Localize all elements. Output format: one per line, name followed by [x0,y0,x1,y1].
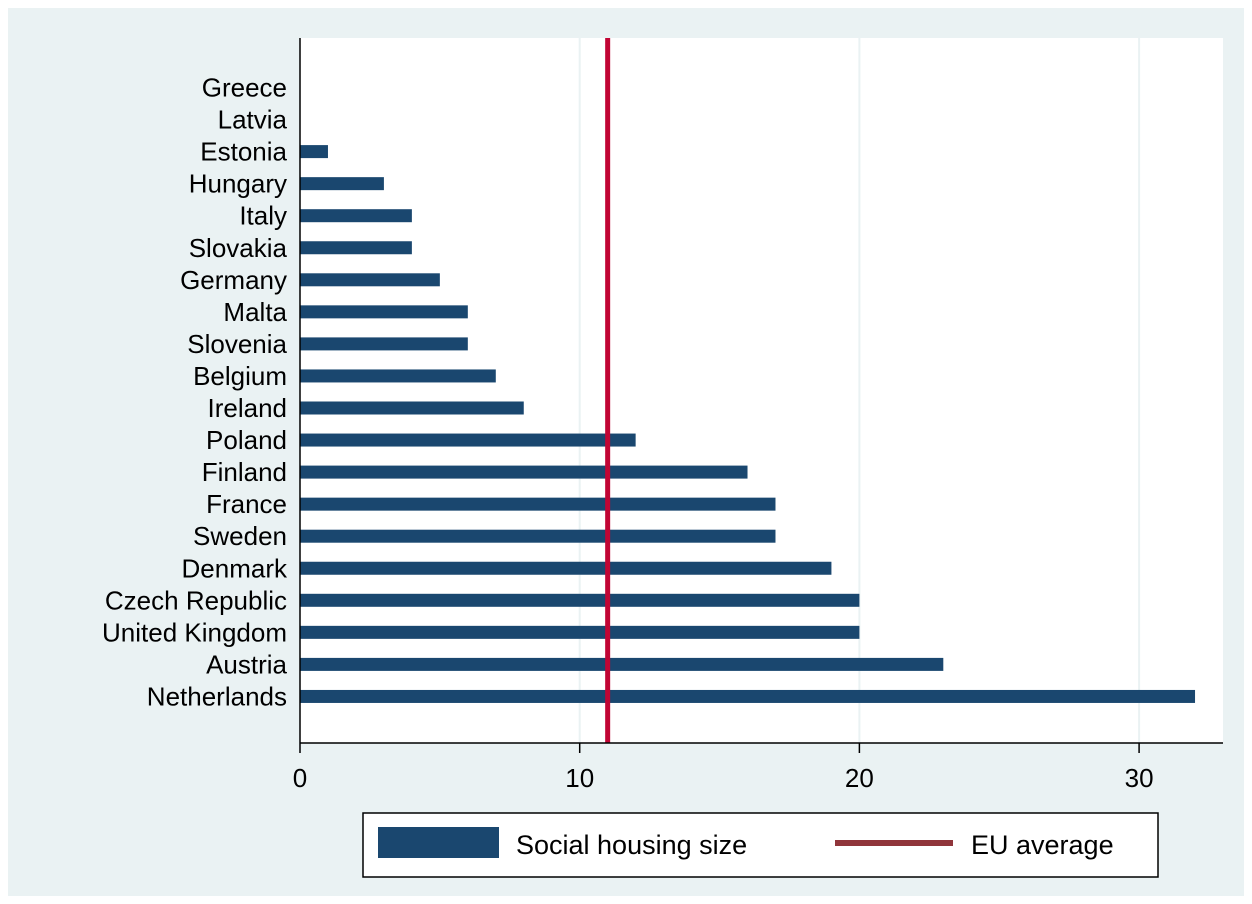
bars [300,145,1196,703]
bar [300,625,860,639]
category-label: Italy [239,201,287,231]
category-label: Netherlands [147,681,287,711]
category-label: Czech Republic [105,585,287,615]
bar [300,369,496,383]
bar [300,241,412,255]
plot-area [300,38,1223,743]
legend-swatch-social-housing [378,827,499,858]
bar [300,593,860,607]
category-label: Germany [180,265,287,295]
category-label: Poland [206,425,287,455]
category-label: Greece [202,73,287,103]
bar [300,177,384,191]
category-label: Slovakia [189,233,288,263]
category-label: Slovenia [187,329,287,359]
x-tick-label: 20 [845,763,874,793]
category-label: Hungary [189,169,287,199]
axes [299,38,1223,753]
gridlines [578,38,1141,743]
legend: Social housing size EU average [362,812,1159,878]
category-label: Austria [206,649,287,679]
category-label: Finland [202,457,287,487]
x-tick-label: 10 [565,763,594,793]
bar [300,433,636,447]
bar [300,401,524,415]
category-labels: GreeceLatviaEstoniaHungaryItalySlovakiaG… [102,73,288,712]
x-tick-label: 30 [1125,763,1154,793]
legend-label-eu-average: EU average [971,830,1114,860]
legend-label-social-housing: Social housing size [516,830,747,860]
bar [300,337,468,351]
bar [300,465,748,479]
bar [300,305,468,319]
bar [300,497,776,511]
category-label: United Kingdom [102,617,287,647]
bar [300,689,1196,703]
category-label: Latvia [218,105,288,135]
x-tick-labels: 0 10 20 30 [293,763,1154,793]
bar [300,209,412,223]
category-label: Malta [223,297,287,327]
category-label: Sweden [193,521,287,551]
category-label: Estonia [200,137,287,167]
bar [300,561,832,575]
category-label: Belgium [193,361,287,391]
category-label: France [206,489,287,519]
bar [300,657,944,671]
category-label: Ireland [208,393,288,423]
bar [300,529,776,543]
bar [300,273,440,287]
category-label: Denmark [182,553,288,583]
x-tick-label: 0 [293,763,307,793]
bar [300,145,328,159]
